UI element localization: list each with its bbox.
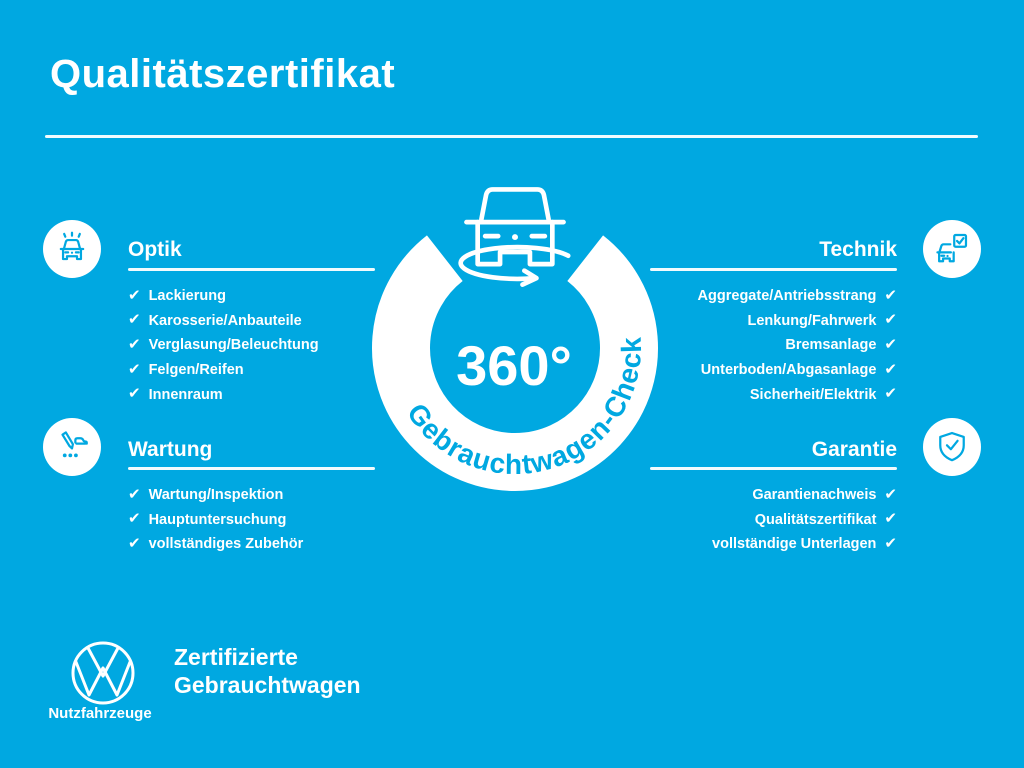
check-icon: ✔: [128, 311, 141, 329]
check-item-label: Unterboden/Abgasanlage: [700, 362, 877, 379]
check-icon: ✔: [128, 510, 141, 528]
check-item-label: Felgen/Reifen: [148, 362, 244, 379]
check-item-label: Lenkung/Fahrwerk: [747, 312, 877, 329]
check-icon: ✔: [128, 335, 141, 353]
title-divider: [45, 135, 978, 138]
section-title-garantie: Garantie: [811, 438, 897, 461]
check-item: ✔ Verglasung/Beleuchtung: [128, 333, 319, 358]
wartung-icon: [43, 418, 101, 476]
check-item: ✔ Lackierung: [128, 284, 319, 309]
check-item: Sicherheit/Elektrik ✔: [550, 382, 897, 407]
footer-tagline-line1: Zertifizierte: [174, 644, 298, 670]
technik-underline: [650, 268, 897, 271]
vw-brand-label: Nutzfahrzeuge: [48, 705, 152, 722]
page-title: Qualitätszertifikat: [50, 52, 396, 96]
check-icon: ✔: [884, 510, 897, 528]
check-item: ✔ Hauptuntersuchung: [128, 508, 303, 533]
check-icon: ✔: [884, 485, 897, 503]
check-item-label: Garantienachweis: [752, 487, 877, 504]
check-item-label: Hauptuntersuchung: [148, 511, 287, 528]
technik-icon: [923, 220, 981, 278]
check-item-label: Karosserie/Anbauteile: [148, 312, 302, 329]
check-icon: ✔: [884, 335, 897, 353]
check-item-label: Qualitätszertifikat: [754, 511, 877, 528]
check-item: Garantienachweis ✔: [550, 483, 897, 508]
check-icon: ✔: [884, 286, 897, 304]
check-icon: ✔: [128, 286, 141, 304]
check-item-label: Lackierung: [148, 288, 226, 305]
car-shine-icon: [59, 231, 85, 261]
vw-logo: [71, 641, 135, 705]
check-item-label: vollständige Unterlagen: [712, 536, 877, 553]
garantie-icon: [923, 418, 981, 476]
optik-checklist: ✔ Lackierung ✔ Karosserie/Anbauteile ✔ Vergla…: [128, 284, 319, 407]
wartung-checklist: ✔ Wartung/Inspektion ✔ Hauptuntersuchung ✔ vo…: [128, 483, 303, 557]
check-item: Bremsanlage ✔: [550, 333, 897, 358]
check-item-label: vollständiges Zubehör: [148, 536, 304, 553]
optik-icon: [43, 220, 101, 278]
section-title-optik: Optik: [128, 238, 182, 261]
footer-tagline: Zertifizierte Gebrauchtwagen: [174, 643, 361, 699]
check-icon: ✔: [128, 385, 141, 403]
check-icon: ✔: [884, 311, 897, 329]
check-item: Qualitätszertifikat ✔: [550, 508, 897, 533]
shield-check-icon: [939, 431, 965, 462]
footer-tagline-line2: Gebrauchtwagen: [174, 672, 361, 698]
ring-arc: [372, 235, 658, 492]
check-icon: ✔: [128, 534, 141, 552]
rotating-van-icon: [458, 187, 571, 287]
garantie-underline: [650, 467, 897, 470]
check-item: ✔ Wartung/Inspektion: [128, 483, 303, 508]
check-icon: ✔: [884, 385, 897, 403]
check-item-label: Verglasung/Beleuchtung: [148, 337, 319, 354]
check-item: Lenkung/Fahrwerk ✔: [550, 309, 898, 334]
optik-underline: [128, 268, 375, 271]
technik-checklist: Aggregate/Antriebsstrang ✔ Lenkung/Fahrwer…: [550, 284, 897, 407]
ring-value: 360°: [456, 334, 572, 397]
check-item-label: Aggregate/Antriebsstrang: [697, 288, 877, 305]
360-check-ring: Gebrauchtwagen-Check 360°: [372, 235, 658, 492]
section-title-wartung: Wartung: [128, 438, 213, 461]
check-item: ✔ Innenraum: [128, 382, 319, 407]
check-item: ✔ Felgen/Reifen: [128, 358, 319, 383]
check-icon: ✔: [128, 360, 141, 378]
check-item: ✔ vollständiges Zubehör: [128, 532, 303, 557]
car-checkbox-icon: [936, 233, 968, 263]
section-title-technik: Technik: [819, 238, 897, 261]
check-item: Unterboden/Abgasanlage ✔: [550, 358, 897, 383]
check-item: Aggregate/Antriebsstrang ✔: [550, 284, 897, 309]
garantie-checklist: Garantienachweis ✔ Qualitätszertifikat ✔ vol…: [550, 483, 897, 557]
check-item-label: Bremsanlage: [785, 337, 877, 354]
check-item: ✔ Karosserie/Anbauteile: [128, 309, 319, 334]
pencil-service-icon: [61, 431, 88, 458]
check-item-label: Innenraum: [148, 386, 223, 403]
check-item: vollständige Unterlagen ✔: [550, 532, 897, 557]
check-item-label: Wartung/Inspektion: [148, 487, 284, 504]
check-icon: ✔: [884, 534, 897, 552]
wartung-underline: [128, 467, 375, 470]
check-icon: ✔: [884, 360, 897, 378]
check-item-label: Sicherheit/Elektrik: [749, 386, 877, 403]
check-icon: ✔: [128, 485, 141, 503]
